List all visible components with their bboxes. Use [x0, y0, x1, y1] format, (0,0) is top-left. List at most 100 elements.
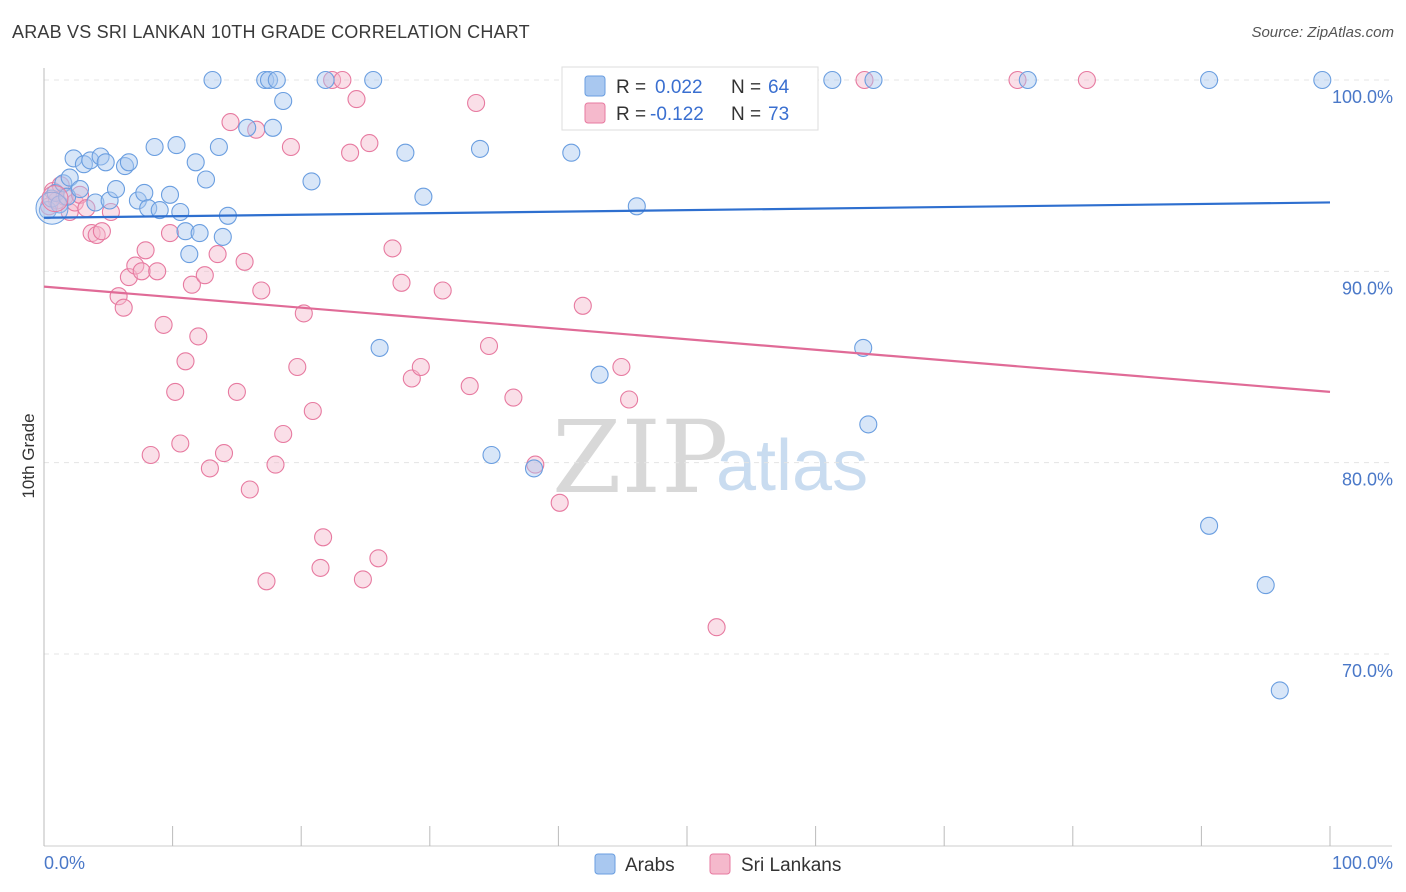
gridlines [44, 79, 1392, 655]
x-tick-label-min: 0.0% [44, 853, 85, 873]
point-sri-lankans [141, 445, 160, 465]
point-arabs [274, 91, 293, 111]
point-sri-lankans [573, 296, 592, 315]
point-sri-lankans [227, 382, 246, 401]
point-arabs [562, 143, 581, 162]
point-sri-lankans [148, 262, 167, 281]
x-tick-label-max: 100.0% [1332, 853, 1393, 873]
point-sri-lankans [171, 434, 190, 453]
trend-lines [43, 201, 1331, 393]
point-arabs [263, 118, 282, 137]
point-sri-lankans [195, 266, 214, 285]
point-arabs [145, 137, 164, 157]
point-sri-lankans [154, 315, 173, 334]
bottom-legend-swatch-arabs [594, 853, 616, 875]
point-sri-lankans [333, 70, 352, 90]
point-sri-lankans [1008, 70, 1027, 90]
point-sri-lankans [467, 93, 486, 113]
point-arabs-cluster [35, 191, 69, 225]
point-arabs [1313, 70, 1332, 90]
point-arabs [590, 365, 609, 384]
point-arabs [128, 191, 147, 210]
point-sri-lankans [114, 298, 133, 317]
point-sri-lankans [392, 273, 411, 292]
point-arabs [106, 180, 126, 199]
point-sri-lankans [311, 558, 330, 577]
point-sri-lankans [360, 134, 379, 153]
legend-r-value-sri-lankans: -0.122 [650, 104, 704, 125]
point-sri-lankans [92, 222, 111, 241]
trend-line-arabs [43, 201, 1331, 219]
y-tick-label: 70.0% [1342, 661, 1393, 681]
point-arabs [196, 170, 216, 189]
point-arabs [135, 183, 154, 202]
point-sri-lankans [208, 245, 227, 264]
point-arabs [1200, 516, 1219, 535]
point-sri-lankans [176, 352, 195, 371]
point-sri-lankans [166, 382, 185, 401]
point-arabs [524, 459, 544, 478]
point-arabs [96, 153, 115, 172]
legend-swatch-arabs [584, 75, 606, 97]
point-sri-lankans [189, 327, 208, 346]
bottom-legend: Arabs Sri Lankans [594, 853, 841, 876]
y-tick-label: 90.0% [1342, 278, 1393, 298]
point-sri-lankans [214, 444, 234, 463]
point-sri-lankans [274, 424, 293, 444]
point-arabs [86, 193, 105, 212]
point-arabs [203, 70, 222, 90]
point-sri-lankans [288, 357, 307, 377]
trend-line-sri-lankans [43, 285, 1331, 393]
point-arabs [91, 147, 110, 166]
point-sri-lankans [221, 113, 240, 132]
series-sri-lankans [40, 70, 1096, 637]
point-arabs [364, 70, 383, 90]
point-sri-lankans [314, 528, 333, 547]
data-points [35, 70, 1332, 700]
point-arabs [160, 185, 180, 204]
point-arabs [1256, 576, 1275, 595]
point-arabs [171, 202, 190, 222]
legend-r-label-arabs: R = [616, 77, 646, 98]
watermark: ZIP atlas [552, 399, 868, 516]
point-sri-lankans [479, 336, 499, 356]
axes [43, 68, 1392, 847]
point-arabs [823, 70, 842, 90]
point-arabs [1200, 70, 1219, 90]
watermark-atlas: atlas [716, 426, 868, 506]
point-sri-lankans [620, 390, 639, 409]
watermark-zip: ZIP [552, 399, 728, 516]
point-sri-lankans [266, 455, 285, 474]
point-arabs [316, 70, 335, 90]
point-sri-lankans [353, 570, 372, 589]
point-sri-lankans [281, 137, 300, 157]
point-sri-lankans [160, 224, 180, 243]
point-arabs [864, 70, 883, 90]
point-arabs [414, 187, 433, 206]
point-arabs [60, 168, 79, 187]
point-arabs [119, 153, 138, 172]
point-arabs [854, 338, 873, 357]
x-ticks [43, 826, 1331, 846]
point-arabs [1018, 70, 1037, 90]
legend-n-label-sri-lankans: N = [731, 104, 761, 125]
point-sri-lankans [235, 252, 254, 271]
point-arabs [100, 191, 119, 210]
point-sri-lankans [411, 357, 430, 377]
point-sri-lankans [1077, 70, 1096, 90]
legend-box: R = 0.022 N = 64 R = -0.122 N = 73 [561, 66, 819, 131]
point-sri-lankans [200, 459, 219, 478]
chart-title: ARAB VS SRI LANKAN 10TH GRADE CORRELATIO… [12, 22, 530, 42]
point-arabs [482, 445, 501, 465]
point-sri-lankans [383, 239, 402, 258]
point-sri-lankans [707, 618, 726, 637]
point-arabs [396, 143, 415, 162]
point-sri-lankans [182, 275, 201, 294]
point-arabs [213, 227, 232, 246]
point-sri-lankans-cluster [41, 185, 69, 213]
point-sri-lankans [460, 377, 479, 396]
point-sri-lankans [303, 401, 322, 421]
point-sri-lankans [323, 70, 342, 90]
point-sri-lankans [347, 90, 366, 109]
